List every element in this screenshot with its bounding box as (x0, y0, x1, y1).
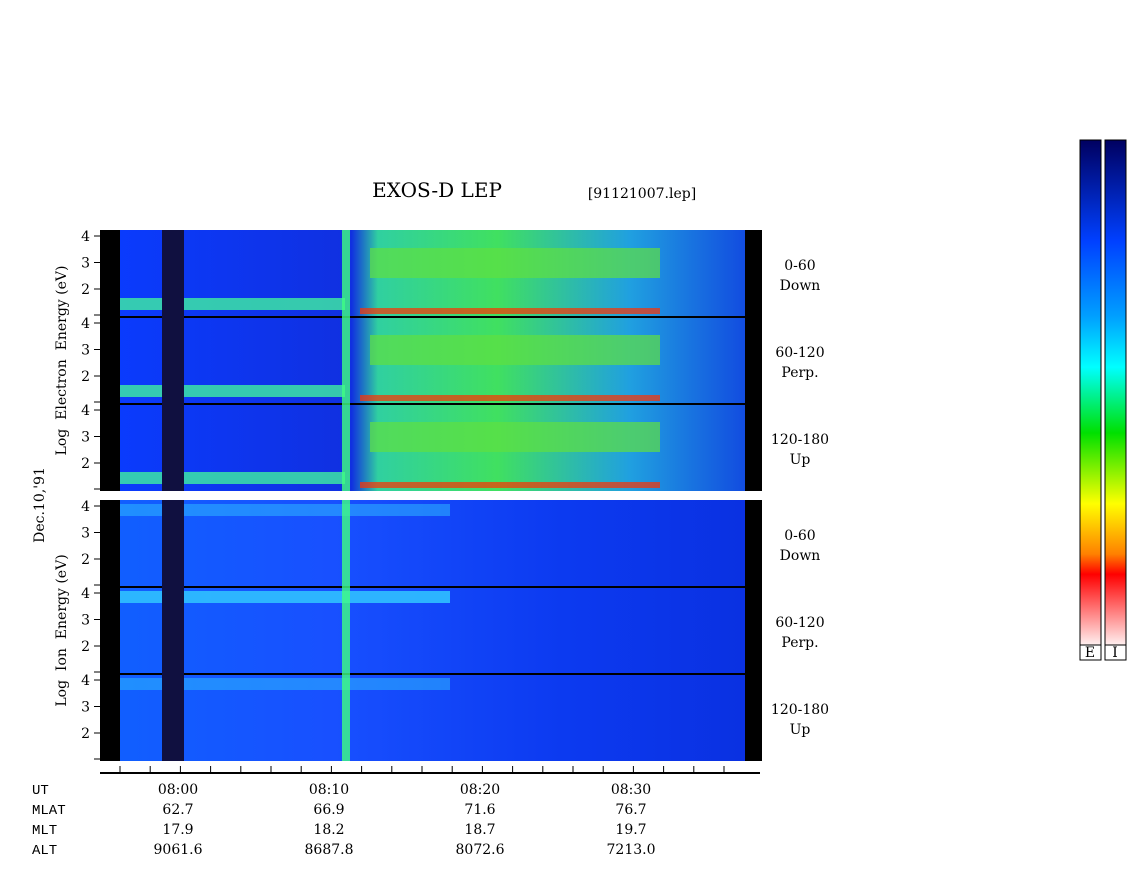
row-value: 66.9 (313, 802, 344, 818)
channel-direction: Down (780, 278, 821, 294)
date: Dec.10,'91 (32, 467, 48, 543)
row-label: ALT (32, 843, 57, 859)
y-tick-label: 3 (81, 343, 90, 359)
y-axis-label: Log Electron Energy (eV) (54, 266, 70, 456)
spectrogram (100, 500, 762, 761)
data-gap (162, 230, 184, 491)
spike (342, 230, 350, 491)
row-label: MLAT (32, 803, 66, 819)
row-value: 62.7 (162, 802, 193, 818)
spectrogram-band (120, 472, 345, 484)
row-value: 9061.6 (154, 842, 203, 858)
data-gap (745, 500, 762, 761)
row-value: 17.9 (162, 822, 193, 838)
data-gap (100, 230, 120, 491)
row-value: 8687.8 (305, 842, 354, 858)
spectrogram-band (360, 395, 660, 401)
y-tick-label: 2 (81, 726, 90, 742)
data-gap (162, 500, 184, 761)
colorbar-label-box (1079, 644, 1102, 661)
y-tick-label: 4 (81, 586, 90, 602)
row-value: 08:20 (460, 782, 500, 798)
y-tick-label: 2 (81, 369, 90, 385)
row-value: 19.7 (615, 822, 646, 838)
spectrogram-band (120, 678, 450, 690)
colorbar (1079, 139, 1102, 646)
y-tick-label: 4 (81, 499, 90, 515)
spectrogram-band (370, 422, 660, 452)
channel-angle: 60-120 (775, 345, 824, 361)
channel-angle: 120-180 (771, 702, 829, 718)
data-gap (745, 230, 762, 491)
y-tick-label: 2 (81, 639, 90, 655)
y-tick-label: 4 (81, 673, 90, 689)
spectrogram-band (120, 504, 450, 516)
spectrogram-band (360, 308, 660, 314)
y-tick-label: 4 (81, 316, 90, 332)
spectrogram-band (120, 385, 345, 397)
data-gap (100, 500, 120, 761)
title: EXOS-D LEP (372, 178, 502, 202)
file-name: [91121007.lep] (588, 186, 696, 202)
row-value: 18.2 (313, 822, 344, 838)
channel-direction: Up (790, 452, 811, 468)
channel-angle: 120-180 (771, 432, 829, 448)
row-value: 08:30 (611, 782, 651, 798)
y-tick-label: 2 (81, 552, 90, 568)
channel-direction: Down (780, 548, 821, 564)
spectrogram-band (370, 248, 660, 278)
row-label: MLT (32, 823, 57, 839)
spike (342, 500, 350, 761)
y-tick-label: 3 (81, 613, 90, 629)
y-tick-label: 3 (81, 256, 90, 272)
colorbar-label: E (1085, 645, 1095, 661)
y-tick-label: 2 (81, 282, 90, 298)
colorbar-label-box (1104, 644, 1127, 661)
row-value: 08:10 (309, 782, 349, 798)
y-axis-label: Log Ion Energy (eV) (54, 554, 70, 706)
row-value: 76.7 (615, 802, 646, 818)
y-tick-label: 4 (81, 229, 90, 245)
row-value: 18.7 (464, 822, 495, 838)
colorbar-label: I (1112, 645, 1118, 661)
channel-angle: 0-60 (784, 258, 815, 274)
channel-direction: Perp. (781, 635, 818, 651)
spectrogram-band (370, 335, 660, 365)
y-tick-label: 2 (81, 456, 90, 472)
spectrogram-band (120, 298, 345, 310)
spectrogram-band (360, 482, 660, 488)
y-tick-label: 3 (81, 700, 90, 716)
row-value: 7213.0 (607, 842, 656, 858)
colorbars: E I (1079, 139, 1127, 661)
channel-angle: 0-60 (784, 528, 815, 544)
y-tick-label: 3 (81, 430, 90, 446)
row-label: UT (32, 783, 49, 799)
y-tick-label: 3 (81, 526, 90, 542)
row-value: 08:00 (158, 782, 198, 798)
row-value: 8072.6 (456, 842, 505, 858)
spectrogram-band (120, 591, 450, 603)
channel-direction: Up (790, 722, 811, 738)
row-value: 71.6 (464, 802, 495, 818)
channel-angle: 60-120 (775, 615, 824, 631)
channel-direction: Perp. (781, 365, 818, 381)
colorbar (1104, 139, 1127, 646)
y-tick-label: 4 (81, 403, 90, 419)
